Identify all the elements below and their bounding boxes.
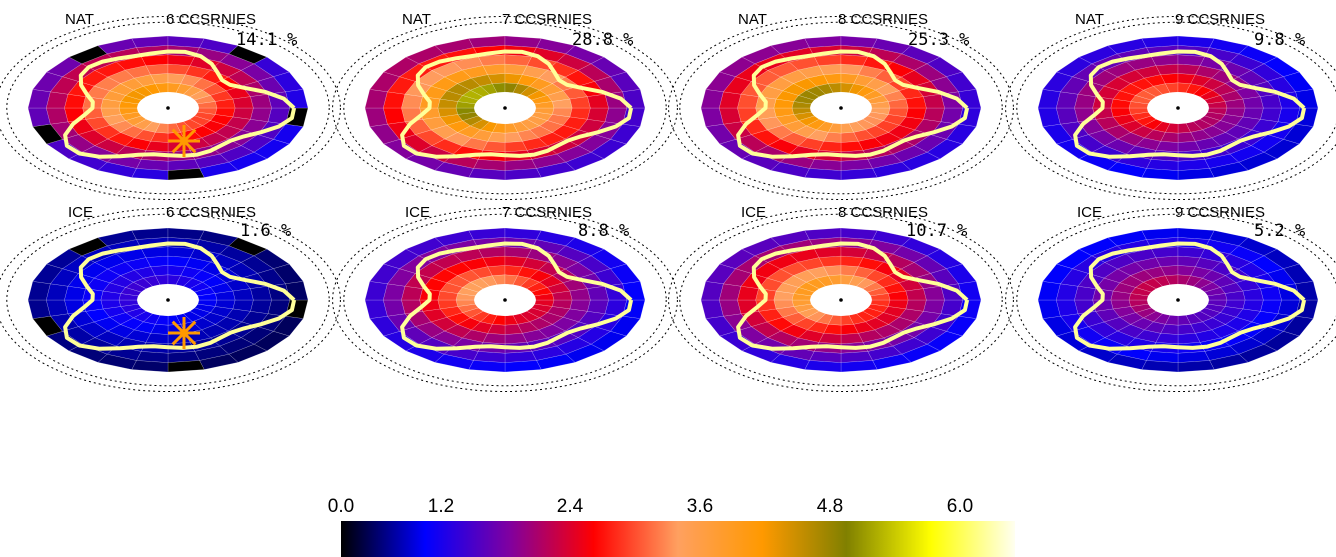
panel-7-percent: 10.7 % [906, 221, 968, 241]
colorbar-tick-1: 1.2 [427, 496, 455, 517]
panel-8-type: ICE [1077, 204, 1103, 221]
panel-4-title: 9 CCSRNIES [1175, 11, 1266, 28]
panel-5-type: ICE [68, 204, 94, 221]
map-panel-5 [0, 208, 341, 392]
map-panel-3 [668, 15, 1014, 201]
panel-1-title: 6 CCSRNIES [166, 11, 257, 28]
panel-8-title: 9 CCSRNIES [1175, 204, 1266, 221]
panel-7-title: 8 CCSRNIES [838, 204, 929, 221]
panel-2-type: NAT [402, 11, 431, 28]
panel-1-type: NAT [65, 11, 94, 28]
panel-3-title: 8 CCSRNIES [838, 11, 929, 28]
map-panel-8 [1005, 208, 1336, 392]
colorbar-tick-3: 3.6 [686, 496, 714, 517]
colorbar-tick-4: 4.8 [816, 496, 844, 517]
panel-3-percent: 25.3 % [908, 30, 970, 50]
panel-5-title: 6 CCSRNIES [166, 204, 257, 221]
colorbar-tick-2: 2.4 [556, 496, 584, 517]
station-marker-icon [168, 317, 200, 349]
map-panel-2 [332, 15, 678, 201]
panel-3-type: NAT [738, 11, 767, 28]
map-panels [0, 15, 1336, 393]
map-panel-4 [1005, 16, 1336, 200]
panel-2-title: 7 CCSRNIES [502, 11, 593, 28]
colorbar-tick-5: 6.0 [946, 496, 974, 517]
map-panel-7 [668, 207, 1014, 393]
station-marker-icon [168, 125, 200, 157]
panel-1-percent: 14.1 % [236, 30, 298, 50]
colorbar-tick-0: 0.0 [327, 496, 355, 517]
map-panel-6 [332, 207, 678, 393]
panel-5-percent: 1.6 % [240, 221, 292, 241]
panel-7-type: ICE [741, 204, 767, 221]
panel-6-percent: 8.8 % [578, 221, 630, 241]
panel-8-percent: 5.2 % [1254, 221, 1306, 241]
panel-6-type: ICE [405, 204, 431, 221]
colorbar [341, 521, 1015, 557]
panel-2-percent: 28.8 % [572, 30, 634, 50]
panel-4-percent: 9.8 % [1254, 30, 1306, 50]
panel-6-title: 7 CCSRNIES [502, 204, 593, 221]
panel-4-type: NAT [1075, 11, 1104, 28]
map-panel-1 [0, 16, 341, 200]
